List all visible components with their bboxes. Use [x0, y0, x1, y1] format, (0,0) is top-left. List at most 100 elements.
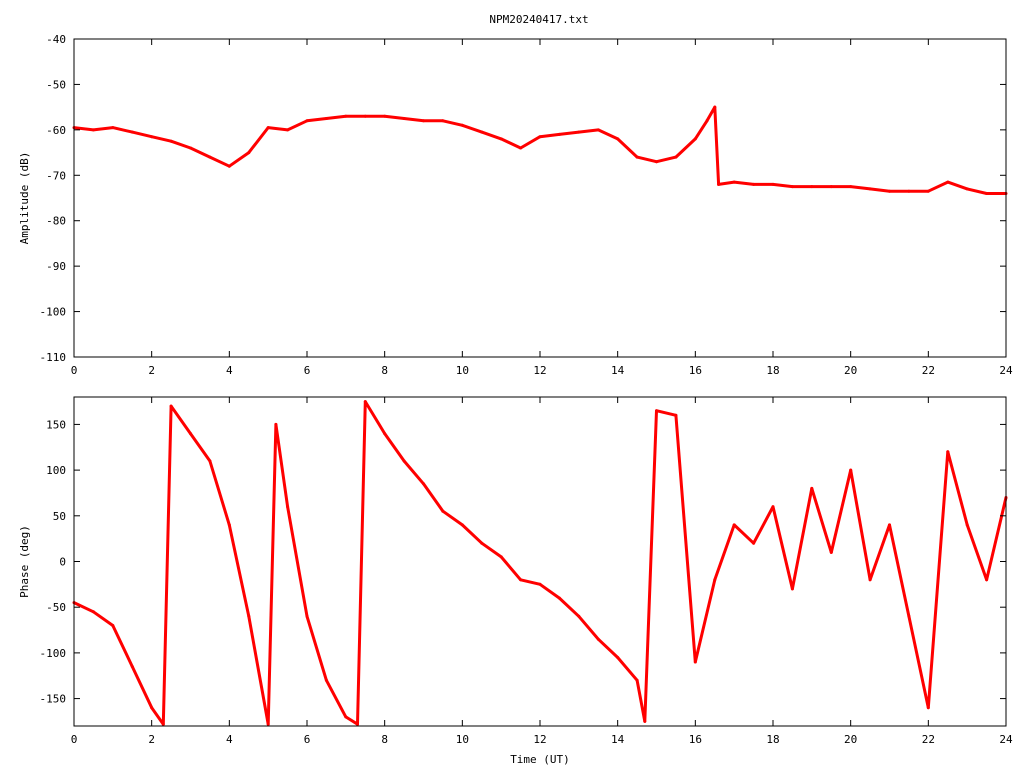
phase-data-point: [538, 582, 542, 586]
amplitude-data-point: [286, 128, 290, 132]
phase-x-tick-label: 22: [922, 733, 935, 746]
amplitude-y-tick-label: -100: [40, 306, 67, 319]
phase-x-tick-label: 20: [844, 733, 857, 746]
phase-panel: 0 2 4 6 8 10 12 14 16 18 20 22 24150100500-50-100-15…: [18, 396, 1013, 766]
amplitude-data-point: [208, 155, 212, 159]
amplitude-y-tick-label: -90: [46, 260, 66, 273]
phase-data-point: [519, 578, 523, 582]
amplitude-data-point: [705, 119, 709, 123]
phase-data-point: [422, 482, 425, 486]
phase-data-point: [926, 706, 930, 710]
phase-data-point: [790, 587, 794, 591]
phase-x-axis-label: Time (UT): [510, 753, 570, 766]
phase-data-point: [577, 614, 581, 618]
amplitude-data-point: [713, 105, 717, 109]
amplitude-data-point: [363, 114, 367, 118]
amplitude-x-tick-label: 2: [148, 364, 155, 377]
amplitude-data-point: [829, 185, 833, 189]
amplitude-data-point: [91, 128, 95, 132]
phase-data-point: [985, 578, 989, 582]
phase-x-tick-label: 12: [533, 733, 546, 746]
phase-data-point: [732, 523, 736, 527]
phase-data-point: [91, 610, 95, 614]
phase-data-point: [868, 578, 872, 582]
amplitude-data-point: [717, 182, 721, 186]
amplitude-data-point: [227, 164, 231, 168]
phase-data-point: [480, 541, 484, 545]
phase-data-point: [286, 505, 290, 509]
phase-data-point: [888, 523, 891, 527]
amplitude-y-axis-label: Amplitude (dB): [18, 152, 31, 245]
phase-data-point: [635, 678, 639, 682]
phase-data-point: [189, 432, 192, 436]
amplitude-data-point: [849, 185, 853, 189]
phase-data-point: [460, 523, 464, 527]
amplitude-x-tick-label: 4: [226, 364, 233, 377]
amplitude-x-tick-label: 6: [304, 364, 311, 377]
phase-data-point: [208, 459, 212, 463]
phase-y-axis-label: Phase (deg): [18, 525, 31, 598]
phase-y-tick-label: 150: [46, 418, 66, 431]
amplitude-data-point: [538, 135, 542, 139]
phase-x-tick-label: 24: [999, 733, 1013, 746]
phase-data-point: [305, 614, 309, 618]
phase-data-point: [383, 432, 387, 436]
amplitude-y-tick-label: -50: [46, 78, 66, 91]
amplitude-data-point: [422, 119, 425, 123]
amplitude-x-tick-label: 22: [922, 364, 935, 377]
amplitude-data-point: [111, 126, 115, 130]
amplitude-data-point: [557, 132, 561, 136]
phase-y-tick-label: -50: [46, 601, 66, 614]
phase-data-point: [111, 624, 115, 627]
amplitude-data-point: [635, 155, 639, 159]
amplitude-data-point: [344, 114, 348, 118]
amplitude-y-tick-label: -40: [46, 33, 66, 46]
phase-data-point: [965, 523, 969, 527]
amplitude-data-point: [926, 189, 930, 193]
phase-data-point: [169, 404, 173, 408]
phase-x-tick-label: 8: [381, 733, 388, 746]
phase-x-tick-label: 2: [148, 733, 155, 746]
amplitude-data-point: [655, 160, 658, 164]
amplitude-data-point: [693, 137, 697, 141]
amplitude-data-point: [324, 117, 328, 120]
amplitude-data-point: [732, 180, 736, 184]
phase-x-tick-label: 6: [304, 733, 311, 746]
phase-data-point: [693, 660, 697, 664]
amplitude-data-point: [130, 130, 134, 134]
amplitude-x-tick-label: 10: [456, 364, 469, 377]
amplitude-data-point: [519, 146, 523, 150]
amplitude-data-point: [247, 151, 251, 155]
amplitude-y-tick-label: -80: [46, 215, 66, 228]
phase-x-tick-label: 10: [456, 733, 469, 746]
amplitude-data-point: [189, 146, 192, 150]
amplitude-data-point: [499, 137, 503, 141]
phase-data-point: [274, 422, 278, 426]
amplitude-y-tick-label: -70: [46, 169, 66, 182]
phase-y-tick-label: 100: [46, 464, 66, 477]
phase-data-point: [946, 450, 950, 454]
phase-data-point: [363, 400, 367, 404]
phase-data-point: [596, 637, 600, 641]
phase-y-tick-label: -150: [40, 693, 67, 706]
phase-data-point: [356, 722, 359, 726]
phase-data-point: [674, 413, 678, 417]
amplitude-y-tick-label: -110: [40, 351, 67, 364]
phase-data-point: [324, 678, 328, 682]
amplitude-data-point: [907, 189, 911, 193]
phase-data-point: [907, 614, 911, 618]
phase-data-point: [441, 509, 445, 513]
phase-data-point: [227, 523, 231, 527]
amplitude-data-point: [985, 192, 989, 195]
phase-x-tick-label: 14: [611, 733, 625, 746]
amplitude-data-point: [150, 135, 154, 139]
amplitude-x-tick-label: 0: [71, 364, 78, 377]
amplitude-x-tick-label: 14: [611, 364, 625, 377]
amplitude-data-point: [946, 180, 950, 184]
phase-y-tick-label: 0: [59, 556, 66, 569]
phase-data-point: [557, 596, 561, 600]
phase-x-tick-label: 4: [226, 733, 233, 746]
amplitude-x-tick-label: 8: [381, 364, 388, 377]
